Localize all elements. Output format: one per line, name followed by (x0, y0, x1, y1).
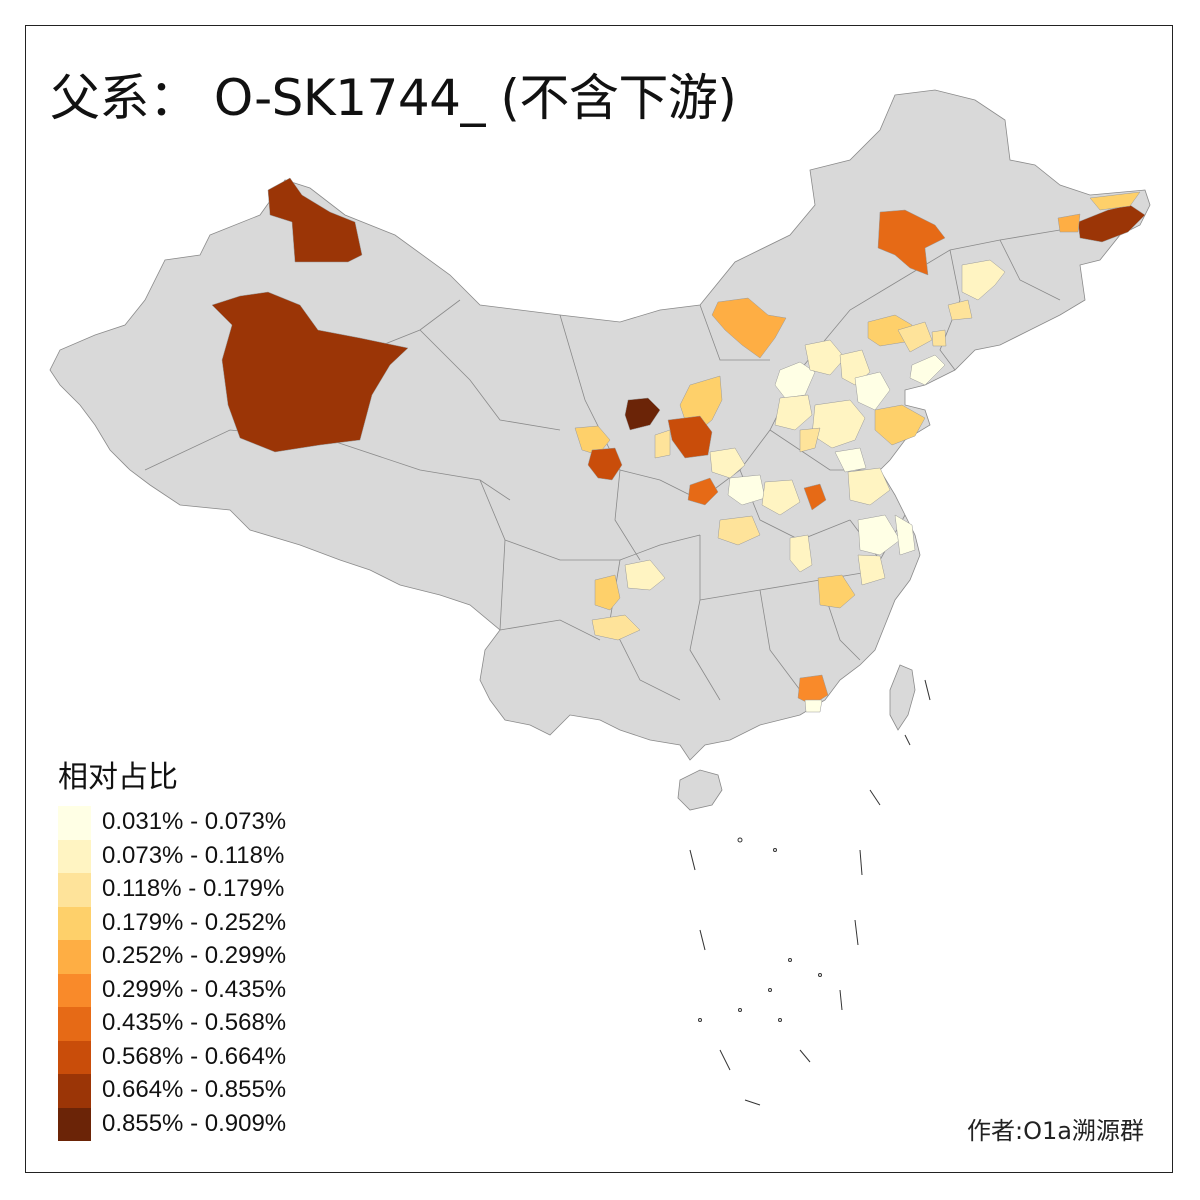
legend-swatch (58, 806, 91, 840)
choropleth-region (857, 554, 886, 586)
legend-label: 0.664% - 0.855% (102, 1076, 287, 1103)
choropleth-region (727, 474, 766, 506)
choropleth-region (587, 447, 623, 481)
choropleth-region (961, 259, 1006, 301)
south-sea-islands (689, 679, 931, 1106)
legend-swatch (58, 940, 91, 974)
choropleth-region (803, 483, 827, 511)
choropleth-region (857, 514, 901, 556)
choropleth-region (817, 574, 856, 609)
choropleth-region (894, 514, 916, 556)
choropleth-region (1089, 191, 1141, 211)
choropleth-region (687, 477, 719, 506)
choropleth-region (847, 467, 891, 506)
choropleth-region (624, 559, 666, 591)
choropleth-region (667, 415, 713, 459)
legend-swatch (58, 1040, 91, 1074)
choropleth-region (709, 447, 746, 479)
choropleth-region (931, 329, 947, 347)
choropleth-region (1077, 204, 1146, 243)
choropleth-region (654, 429, 671, 459)
choropleth-region (594, 574, 621, 611)
choropleth-region (834, 447, 867, 473)
choropleth-region (804, 339, 846, 376)
choropleth-region (947, 299, 973, 321)
map-frame (25, 25, 1173, 1173)
choropleth-region (211, 291, 409, 453)
legend-swatch (58, 1007, 91, 1041)
hainan-island (677, 769, 723, 811)
legend-label: 0.299% - 0.435% (102, 975, 287, 1003)
choropleth-region (591, 614, 641, 641)
choropleth-region (909, 354, 946, 386)
choropleth-region (854, 371, 891, 411)
legend-label: 0.031% - 0.073% (102, 808, 287, 835)
choropleth-region (574, 425, 611, 456)
legend-label: 0.073% - 0.118% (102, 841, 285, 869)
china-mainland (49, 89, 1151, 761)
choropleth-region (774, 394, 813, 431)
choropleth-region (874, 404, 926, 446)
choropleth-region (761, 479, 801, 516)
legend-swatch (58, 1074, 91, 1108)
legend-label: 0.252% - 0.299% (102, 942, 287, 969)
choropleth-region (711, 297, 787, 359)
legend-label: 0.179% - 0.252% (102, 908, 287, 936)
legend-title: 相对占比 (58, 760, 178, 795)
legend-swatch (58, 873, 91, 907)
legend-label: 0.855% - 0.909% (102, 1109, 287, 1137)
legend-swatch (58, 906, 91, 940)
legend-swatch (58, 839, 91, 873)
choropleth-region (897, 321, 933, 353)
map-title: 父系： O-SK1744_ (不含下游) (50, 69, 737, 127)
choropleth-region (717, 515, 761, 546)
legend-label: 0.568% - 0.664% (102, 1042, 287, 1070)
legend-label: 0.118% - 0.179% (102, 875, 285, 902)
legend-label: 0.435% - 0.568% (102, 1009, 287, 1036)
choropleth-region (1057, 213, 1081, 233)
choropleth-region (799, 427, 821, 453)
legend-swatch (58, 973, 91, 1007)
choropleth-region (804, 699, 823, 713)
author-credit: 作者:O1a溯源群 (967, 1117, 1144, 1145)
choropleth-region (877, 209, 946, 276)
choropleth-region (624, 397, 661, 431)
choropleth-region (789, 534, 813, 573)
legend-swatch (58, 1107, 91, 1141)
choropleth-region (267, 177, 363, 263)
taiwan-island (889, 664, 916, 731)
choropleth-region (774, 361, 816, 399)
